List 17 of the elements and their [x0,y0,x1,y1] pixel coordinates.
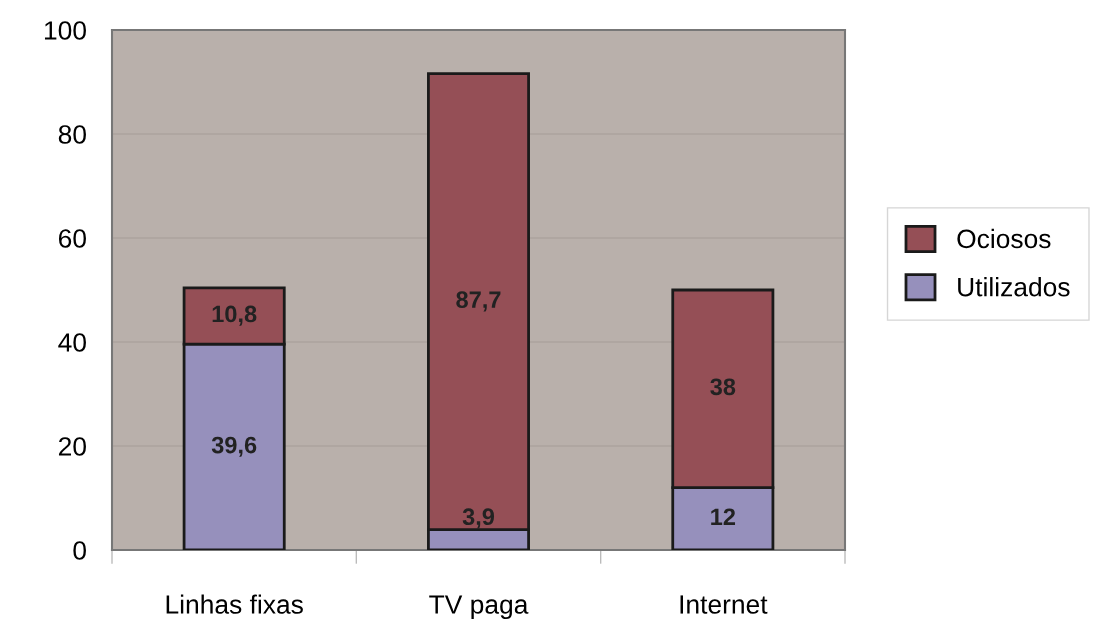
y-tick-label: 60 [58,229,86,248]
x-tick-label: TV paga [429,595,529,620]
y-tick-label: 0 [73,541,86,560]
y-tick-label: 40 [58,333,86,352]
y-tick-label: 100 [44,21,86,40]
data-label: 10,8 [212,305,257,326]
data-label: 39,6 [211,436,257,457]
legend-label: Ociosos [957,228,1051,249]
x-tick-label: Internet [680,595,768,614]
y-tick-label: 20 [58,437,86,456]
data-label: 3,9 [462,508,495,529]
data-label: 12 [711,508,736,525]
x-tick-label: Linhas fixas [166,594,303,614]
data-label: 38 [710,378,736,396]
y-tick-label: 80 [58,125,86,144]
legend-label: Utilizados [958,277,1070,297]
data-label: 87,7 [456,291,501,312]
